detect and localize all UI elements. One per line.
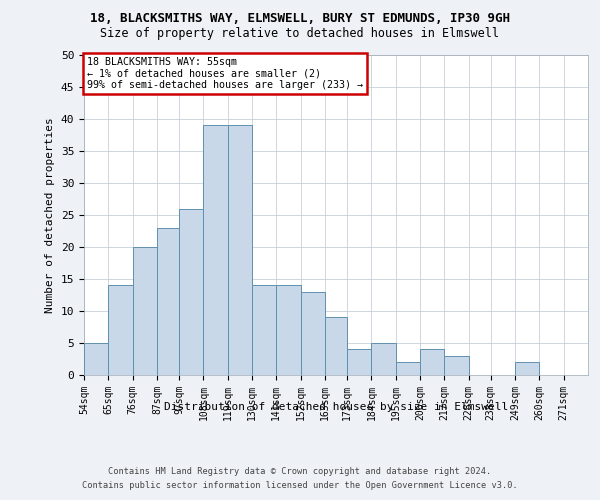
Bar (515, 362, 539, 375)
Text: Size of property relative to detached houses in Elmswell: Size of property relative to detached ho… (101, 28, 499, 40)
Text: Distribution of detached houses by size in Elmswell: Distribution of detached houses by size … (164, 402, 508, 412)
Bar (325, 318, 347, 375)
Text: 18, BLACKSMITHS WAY, ELMSWELL, BURY ST EDMUNDS, IP30 9GH: 18, BLACKSMITHS WAY, ELMSWELL, BURY ST E… (90, 12, 510, 26)
Bar (301, 292, 325, 375)
Bar (395, 362, 420, 375)
Bar (109, 286, 133, 375)
Bar (84, 343, 109, 375)
Bar (179, 208, 203, 375)
Bar (277, 286, 301, 375)
Bar (445, 356, 469, 375)
Bar (371, 343, 395, 375)
Text: Contains HM Land Registry data © Crown copyright and database right 2024.: Contains HM Land Registry data © Crown c… (109, 468, 491, 476)
Text: 18 BLACKSMITHS WAY: 55sqm
← 1% of detached houses are smaller (2)
99% of semi-de: 18 BLACKSMITHS WAY: 55sqm ← 1% of detach… (86, 56, 362, 90)
Text: Contains public sector information licensed under the Open Government Licence v3: Contains public sector information licen… (82, 481, 518, 490)
Bar (420, 350, 445, 375)
Bar (133, 247, 157, 375)
Y-axis label: Number of detached properties: Number of detached properties (45, 117, 55, 313)
Bar (252, 286, 277, 375)
Bar (157, 228, 179, 375)
Bar (347, 350, 371, 375)
Bar (227, 126, 252, 375)
Bar (203, 126, 227, 375)
